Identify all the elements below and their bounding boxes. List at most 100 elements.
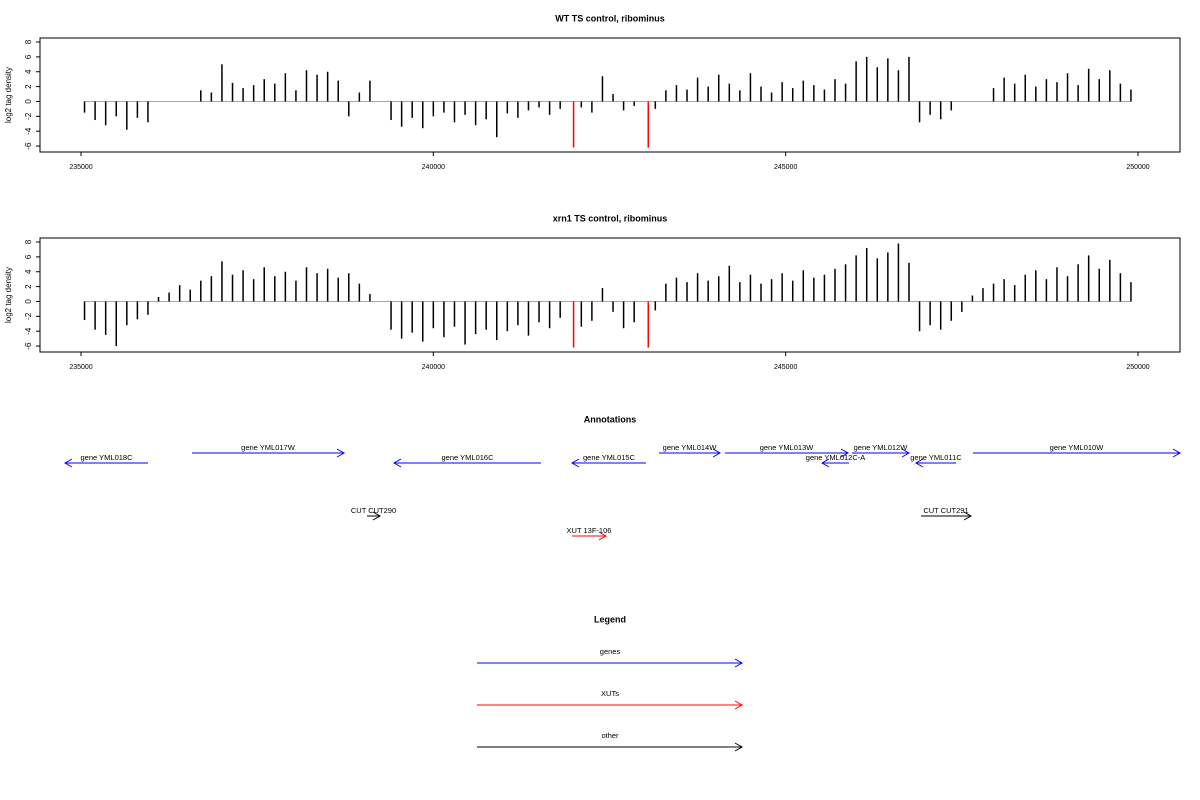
bar — [971, 295, 974, 302]
bar — [918, 101, 921, 123]
bar — [601, 76, 604, 102]
bar — [432, 101, 435, 117]
bar — [802, 80, 805, 102]
bar — [411, 101, 413, 118]
bar — [1098, 79, 1100, 102]
bar — [696, 77, 699, 102]
bar — [485, 301, 487, 330]
bar — [591, 301, 593, 321]
y-axis-label: log2 tag density — [4, 67, 13, 123]
legend-label: other — [601, 731, 619, 740]
y-tick-label: -4 — [24, 327, 33, 335]
x-tick-label: 250000 — [1126, 164, 1149, 171]
bar — [665, 90, 667, 102]
bar — [572, 301, 575, 348]
bar — [1109, 70, 1111, 102]
bar — [601, 288, 604, 302]
bar — [559, 101, 561, 109]
bar — [572, 101, 575, 148]
bar — [992, 283, 995, 302]
bar — [686, 282, 688, 302]
bar — [411, 301, 413, 333]
bar — [950, 301, 953, 321]
bar — [390, 301, 392, 330]
bar — [274, 83, 276, 102]
bar — [422, 101, 424, 129]
bar — [337, 80, 339, 102]
legend-label: XUTs — [601, 689, 619, 698]
bar — [178, 285, 181, 302]
bar — [707, 280, 709, 302]
bar — [527, 101, 530, 111]
bar — [918, 301, 921, 332]
bar — [939, 301, 942, 330]
bar — [1098, 268, 1100, 302]
annotations-title: Annotations — [584, 414, 637, 424]
bar — [813, 277, 815, 302]
bar — [749, 274, 752, 302]
bar — [1045, 79, 1048, 102]
bar — [474, 101, 477, 126]
x-tick-label: 235000 — [69, 364, 92, 371]
bar — [496, 301, 498, 341]
bar — [675, 85, 678, 102]
feature-arrow — [821, 458, 850, 468]
y-tick-label: -6 — [24, 142, 33, 150]
bar — [647, 301, 650, 348]
y-tick-label: 2 — [24, 84, 33, 89]
y-tick-label: 0 — [24, 99, 33, 104]
bar — [1087, 255, 1090, 302]
chart-title: xrn1 TS control, ribominus — [553, 213, 668, 223]
bar — [654, 301, 657, 311]
bar — [517, 301, 519, 326]
bar — [548, 101, 551, 115]
bar — [802, 270, 805, 302]
bar — [274, 276, 276, 302]
x-tick-label: 240000 — [422, 164, 445, 171]
bar — [210, 276, 213, 302]
y-tick-label: 6 — [24, 254, 33, 259]
bar — [908, 56, 910, 102]
bar — [369, 294, 371, 302]
y-tick-label: 4 — [24, 69, 33, 74]
bar — [633, 301, 635, 323]
bar — [295, 280, 297, 302]
bar — [369, 80, 371, 102]
bar — [136, 101, 139, 118]
bar — [464, 101, 466, 115]
bar — [580, 101, 583, 108]
feature-arrow — [725, 448, 850, 458]
y-tick-label: -2 — [24, 312, 33, 320]
bar — [717, 74, 720, 102]
bar — [252, 85, 255, 102]
bar — [887, 58, 889, 102]
bar — [612, 94, 614, 102]
bar — [897, 243, 900, 302]
bar — [316, 273, 318, 302]
bar — [242, 270, 244, 302]
bar — [126, 101, 128, 130]
bar — [348, 273, 350, 302]
legend-arrow — [477, 700, 744, 710]
bar — [1056, 267, 1058, 302]
bar — [770, 279, 773, 302]
bar — [263, 79, 265, 102]
bar — [647, 101, 650, 148]
feature-label: gene YML011C — [910, 453, 962, 462]
chart-title: WT TS control, ribominus — [555, 13, 665, 23]
bar — [834, 79, 836, 102]
bar — [1109, 259, 1111, 302]
feature-label: gene YML018C — [81, 453, 134, 462]
bar — [855, 255, 857, 302]
bar — [221, 261, 223, 302]
bar — [728, 265, 731, 302]
bar — [231, 82, 234, 102]
feature-label: gene YML013W — [760, 443, 815, 452]
bar — [1013, 285, 1016, 302]
bar — [284, 73, 287, 102]
feature-label: gene YML014W — [663, 443, 718, 452]
bar — [982, 288, 984, 302]
bar — [485, 101, 487, 120]
bar — [104, 101, 107, 126]
bar — [252, 279, 255, 302]
